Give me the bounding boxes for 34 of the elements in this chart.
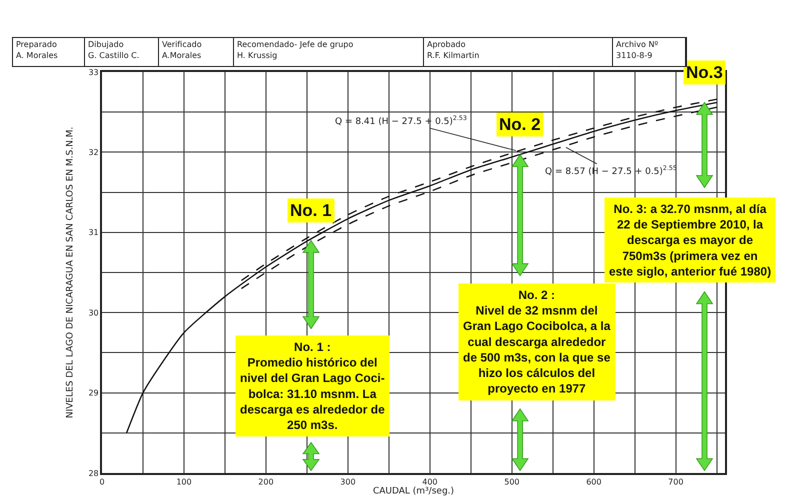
- y-tick-label: 31: [88, 228, 99, 238]
- y-tick-label: 33: [88, 68, 99, 77]
- text: Recomendado- Jefe de grupo: [237, 40, 354, 49]
- x-tick-label: 200: [258, 477, 274, 486]
- text: A.Morales: [162, 51, 202, 60]
- text: 3110-8-9: [616, 51, 652, 60]
- text: A. Morales: [16, 51, 58, 60]
- x-tick-label: 100: [176, 477, 192, 486]
- y-tick-label: 29: [88, 388, 99, 398]
- annotation: No.3: [686, 63, 723, 82]
- annotation: No. 1: [290, 201, 332, 220]
- text: R.F. Kilmartin: [427, 51, 480, 60]
- y-axis-title: NIVELES DEL LAGO DE NICARAGUA EN SAN CARLOS EN M.S.N.M.: [65, 126, 76, 418]
- text: H. Krussig: [237, 51, 278, 60]
- annotation: No. 2 : Nivel de 32 msnm del Gran Lago Cocibolca, a la cual descarga alrededor de 500 m3s, con la que se hizo los cálculos del proyecto en 1977: [463, 288, 611, 396]
- y-tick-label: 32: [88, 148, 99, 157]
- annotation: No. 2: [499, 115, 541, 134]
- text: G. Castillo C.: [88, 51, 140, 60]
- text: Aprobado: [427, 40, 466, 49]
- x-tick-label: 300: [340, 477, 356, 486]
- text: Archivo Nº: [616, 40, 658, 49]
- x-tick-label: 600: [586, 477, 602, 486]
- x-tick-label: 0: [99, 477, 105, 486]
- text: Dibujado: [88, 40, 124, 49]
- y-tick-label: 30: [88, 308, 99, 318]
- annotation: No. 3: a 32.70 msnm, al día 22 de Septiembre 2010, la descarga es mayor de 750m3s (primera vez en este siglo, anterior fué 1980): [609, 202, 772, 278]
- text: Preparado: [16, 40, 57, 49]
- x-tick-label: 400: [422, 477, 438, 486]
- y-tick-label: 28: [88, 468, 99, 478]
- x-axis-title: CAUDAL (m³/seg.): [372, 486, 454, 496]
- x-tick-label: 500: [504, 477, 520, 486]
- annotation: No. 1 : Promedio histórico del nivel del Gran Lago Coci- bolca: 31.10 msnm. La descarga es alrededor de 250 m3s.: [240, 340, 386, 432]
- x-tick-label: 700: [668, 477, 684, 486]
- text: Verificado: [162, 40, 202, 49]
